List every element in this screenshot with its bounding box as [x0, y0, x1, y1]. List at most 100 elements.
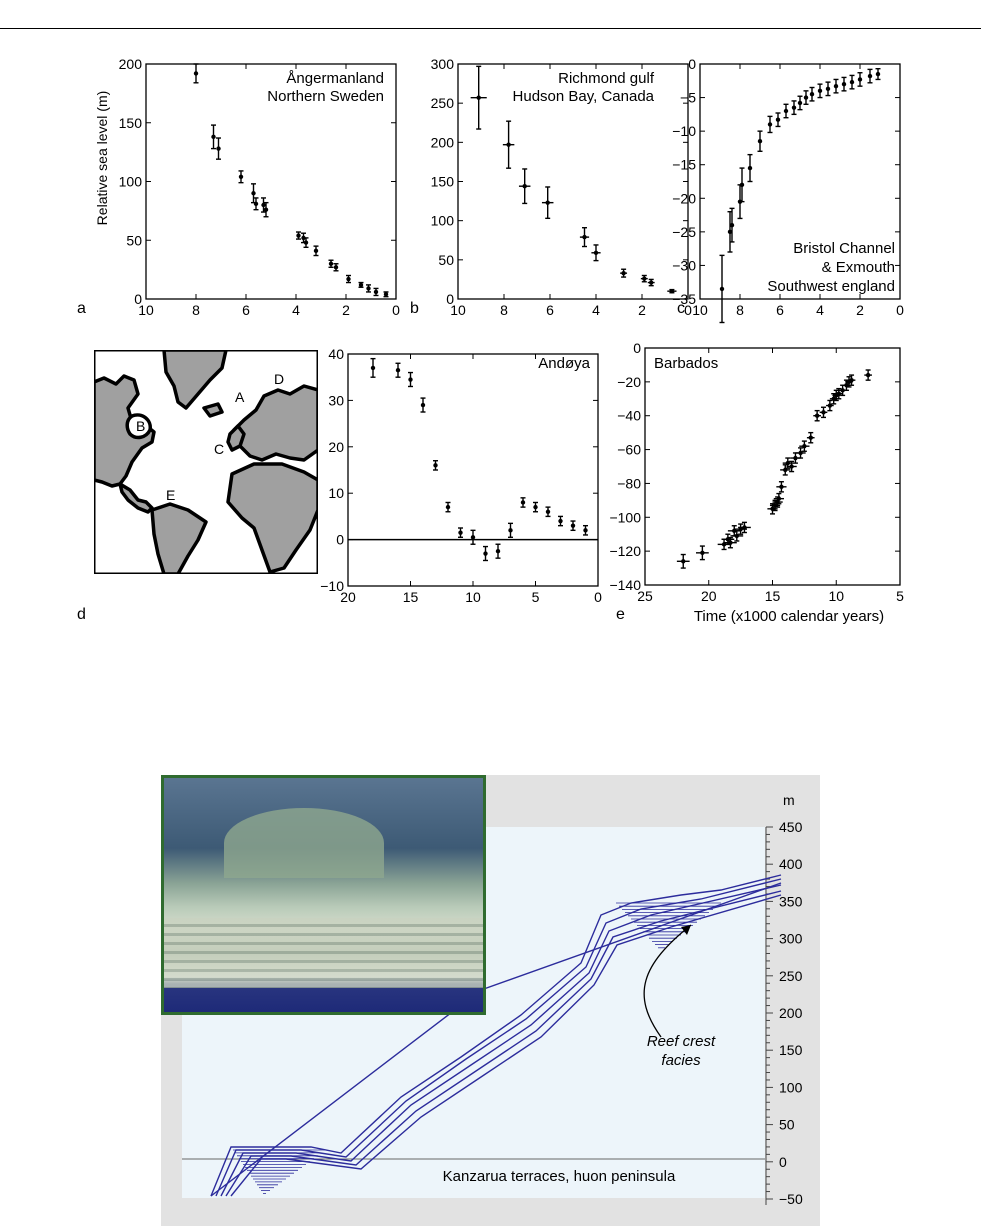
x-tick-label: 15 — [765, 588, 781, 604]
depth-tick-label: 450 — [779, 819, 803, 835]
data-point — [840, 388, 845, 393]
annotation-line2: facies — [661, 1052, 701, 1069]
data-point — [193, 71, 199, 76]
photo-hill — [224, 808, 384, 878]
data-point — [793, 455, 798, 461]
data-point — [373, 289, 379, 295]
y-tick-label: −140 — [609, 577, 641, 593]
y-tick-label: 0 — [688, 56, 696, 72]
data-point — [849, 79, 855, 85]
data-point — [791, 105, 797, 110]
data-point — [408, 377, 413, 382]
map-label-d: D — [274, 371, 284, 387]
data-point — [261, 202, 266, 208]
data-point — [875, 71, 881, 77]
x-axis-label-e: Time (x1000 calendar years) — [693, 608, 885, 625]
depth-tick-label: 150 — [779, 1042, 803, 1058]
y-tick-label: −40 — [617, 408, 641, 424]
iceland-landmass — [202, 402, 224, 418]
depth-tick-label: 0 — [779, 1154, 787, 1170]
y-tick-label: −35 — [672, 291, 696, 307]
europe-landmass — [232, 384, 318, 462]
data-point — [445, 504, 451, 510]
data-point — [303, 240, 309, 245]
map-label-a: A — [235, 389, 245, 405]
data-point — [776, 496, 782, 501]
header-rule — [0, 28, 981, 29]
y-tick-label: 50 — [438, 252, 454, 268]
data-point — [734, 533, 739, 539]
data-point — [821, 410, 826, 415]
data-point — [370, 365, 376, 371]
data-point — [789, 464, 794, 469]
x-tick-label: 6 — [546, 302, 554, 318]
data-point — [558, 518, 563, 524]
y-tick-label: 30 — [328, 392, 344, 408]
data-point — [238, 174, 244, 179]
y-tick-label: 10 — [328, 485, 344, 501]
y-tick-label: 50 — [126, 232, 142, 248]
site-label-c-line3: Southwest england — [767, 278, 895, 295]
data-point — [358, 282, 364, 288]
y-tick-label: −15 — [672, 157, 696, 173]
y-tick-label: −60 — [617, 442, 641, 458]
data-point — [728, 540, 733, 545]
data-point — [642, 276, 647, 281]
reef-crest-arrow — [643, 924, 692, 1038]
y-tick-label: 40 — [328, 346, 344, 362]
map-label-b: B — [136, 418, 145, 434]
site-label-c: Bristol Channel & Exmouth Southwest engl… — [740, 239, 895, 296]
site-label-b-line2: Hudson Bay, Canada — [512, 88, 654, 105]
x-tick-label: 20 — [340, 589, 356, 605]
y-tick-label: 100 — [119, 174, 143, 190]
y-tick-label: 0 — [336, 532, 344, 548]
data-point — [253, 201, 259, 207]
x-tick-label: 10 — [138, 302, 154, 318]
chart-panel-e: 25 20 15 10 5 0 −20 −40 −60 −80 −100 −120 −140 — [609, 340, 904, 604]
x-tick-label: 8 — [192, 302, 200, 318]
reef-crest-hatching-lower — [233, 1149, 326, 1194]
site-label-b-line1: Richmond gulf — [558, 70, 654, 87]
data-point — [470, 535, 476, 540]
data-point — [857, 77, 863, 82]
site-label-c-line2: & Exmouth — [821, 259, 895, 276]
data-point — [836, 391, 841, 396]
data-point — [833, 83, 839, 89]
y-tick-label: 250 — [431, 95, 455, 111]
y-tick-label: −5 — [680, 90, 696, 106]
data-point — [785, 460, 790, 466]
data-point — [727, 229, 733, 235]
y-tick-label: 0 — [446, 291, 454, 307]
y-tick-label: −25 — [672, 224, 696, 240]
site-label-a: Ångermanland Northern Sweden — [240, 70, 384, 106]
depth-tick-label: 300 — [779, 931, 803, 947]
panel-letter-b: b — [410, 300, 419, 317]
data-point — [867, 73, 873, 79]
x-tick-label: 5 — [896, 588, 904, 604]
x-tick-label: 4 — [592, 302, 600, 318]
depth-tick-label: 400 — [779, 856, 803, 872]
y-tick-label: 300 — [431, 56, 455, 72]
data-point — [742, 525, 747, 530]
data-point — [775, 117, 781, 122]
y-tick-label: 100 — [431, 213, 455, 229]
data-point — [251, 191, 256, 196]
x-tick-label: 0 — [684, 302, 692, 318]
data-point — [849, 377, 854, 383]
x-tick-label: 25 — [637, 588, 653, 604]
data-point — [506, 142, 511, 147]
data-point — [747, 165, 753, 171]
data-point — [841, 81, 847, 87]
data-point — [825, 86, 831, 92]
x-tick-label: 10 — [465, 589, 481, 605]
data-point — [346, 276, 351, 282]
data-point — [395, 368, 401, 373]
depth-tick-label: 100 — [779, 1079, 803, 1095]
y-tick-label: −10 — [320, 578, 344, 594]
site-label-a-line2: Northern Sweden — [267, 88, 384, 105]
north-america-landmass — [94, 374, 156, 488]
data-point — [803, 95, 809, 100]
x-tick-label: 2 — [342, 302, 350, 318]
